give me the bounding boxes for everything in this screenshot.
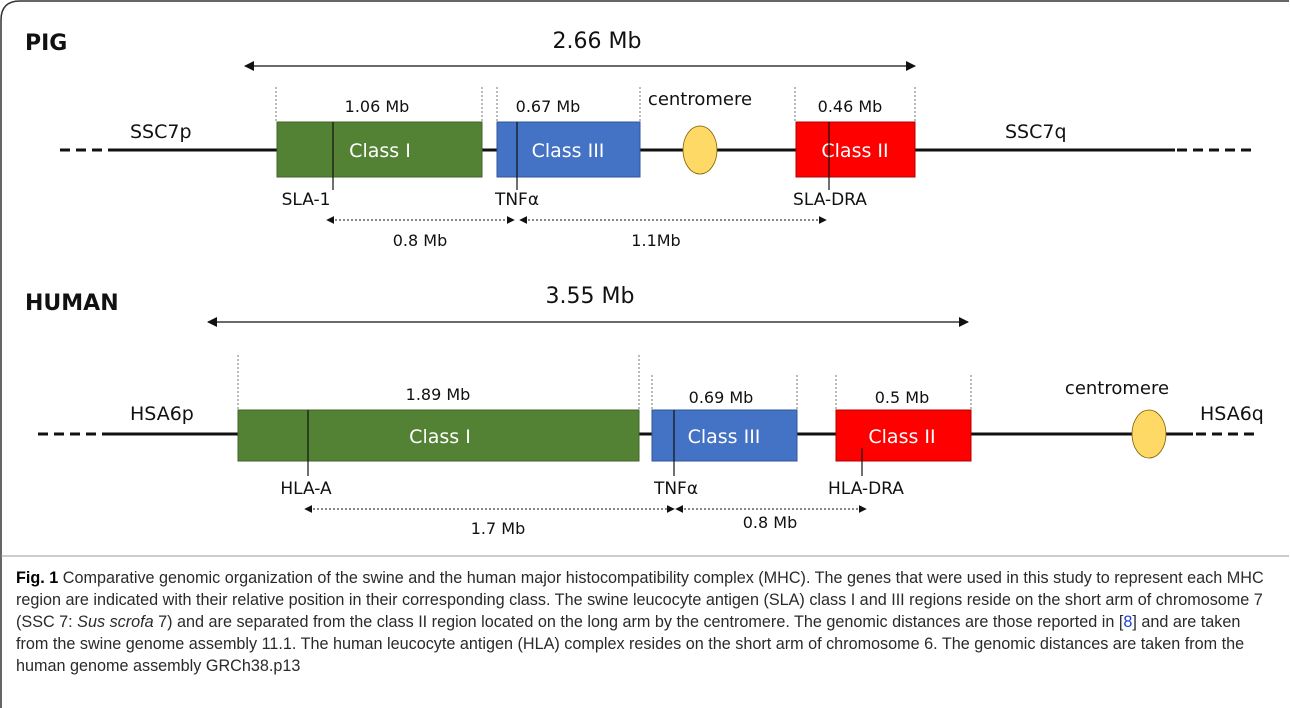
human-arm-left: HSA6p xyxy=(130,403,194,425)
human-class1-box xyxy=(237,409,640,462)
pig-gene1-label: SLA-1 xyxy=(282,190,331,210)
pig-class3-size: 0.67 Mb xyxy=(516,97,581,116)
pig-arm-left: SSC7p xyxy=(130,121,192,143)
human-class2-box xyxy=(835,409,972,462)
human-dist1-label: 1.7 Mb xyxy=(471,519,526,538)
human-span-label: 3.55 Mb xyxy=(546,284,635,309)
pig-title: PIG xyxy=(25,31,67,56)
figure-caption: Fig. 1 Comparative genomic organization … xyxy=(16,567,1276,677)
human-centromere-icon xyxy=(1131,409,1167,459)
human-centromere-label: centromere xyxy=(1065,378,1169,399)
human-dist2-label: 0.8 Mb xyxy=(743,513,798,532)
human-class1-size: 1.89 Mb xyxy=(406,385,471,404)
human-arm-right: HSA6q xyxy=(1200,403,1264,425)
pig-gene2-label: TNFα xyxy=(494,190,539,210)
caption-text-1: Comparative genomic organization of the … xyxy=(16,569,1264,631)
human-region-guides xyxy=(237,355,972,410)
pig-span-label: 2.66 Mb xyxy=(553,29,642,54)
human-class3-size: 0.69 Mb xyxy=(689,388,754,407)
human-gene3-label: HLA-DRA xyxy=(828,479,904,499)
human-title: HUMAN xyxy=(25,291,119,316)
human-gene1-label: HLA-A xyxy=(280,479,332,499)
human-class3-box xyxy=(651,409,798,462)
pig-class2-box xyxy=(795,121,916,178)
pig-centromere-label: centromere xyxy=(648,89,752,110)
pig-region-guides xyxy=(275,87,916,122)
pig-class3-box xyxy=(496,121,641,178)
caption-text-2: 7) and are separated from the class II r… xyxy=(153,613,1124,631)
pig-class1-label: Class I xyxy=(349,140,411,162)
pig-dist1-label: 0.8 Mb xyxy=(393,231,448,250)
human-class2-label: Class II xyxy=(868,426,935,448)
pig-gene3-label: SLA-DRA xyxy=(793,190,867,210)
caption-text-3: ] and are taken from the swine genome as… xyxy=(16,613,1245,675)
human-class1-label: Class I xyxy=(409,426,471,448)
pig-class2-label: Class II xyxy=(821,140,888,162)
caption-species: Sus scrofa xyxy=(77,613,154,631)
pig-class2-size: 0.46 Mb xyxy=(818,97,883,116)
pig-dist2-label: 1.1Mb xyxy=(631,231,680,250)
human-diagram: HUMAN 3.55 Mb HSA6p HSA6q Class I 1.89 M… xyxy=(25,284,1264,538)
pig-diagram: PIG 2.66 Mb SSC7p SSC7q Class I 1.06 Mb … xyxy=(25,29,1255,250)
pig-arm-right: SSC7q xyxy=(1005,121,1067,143)
pig-class1-box xyxy=(276,121,483,178)
pig-class3-label: Class III xyxy=(532,140,605,162)
pig-class1-size: 1.06 Mb xyxy=(345,97,410,116)
human-class2-size: 0.5 Mb xyxy=(875,388,930,407)
pig-centromere-icon xyxy=(682,125,718,175)
caption-fig-label: Fig. 1 xyxy=(16,569,59,587)
human-gene2-label: TNFα xyxy=(653,479,698,499)
human-class3-label: Class III xyxy=(688,426,761,448)
caption-reference-link[interactable]: 8 xyxy=(1123,613,1133,631)
